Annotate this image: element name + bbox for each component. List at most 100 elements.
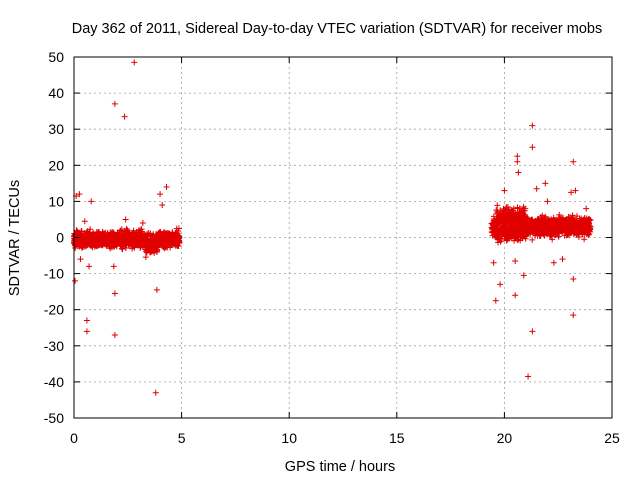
data-points bbox=[71, 59, 594, 396]
y-tick-label: 20 bbox=[48, 157, 64, 173]
data-point bbox=[510, 210, 517, 217]
x-tick-label: 10 bbox=[281, 430, 297, 446]
y-tick-label: 50 bbox=[48, 49, 64, 65]
outlier-point bbox=[88, 198, 95, 205]
data-point bbox=[546, 232, 553, 239]
data-point bbox=[581, 236, 588, 243]
data-point bbox=[134, 238, 141, 245]
data-point bbox=[504, 237, 511, 244]
data-point bbox=[504, 203, 511, 210]
data-point bbox=[521, 220, 528, 227]
data-point bbox=[121, 241, 128, 248]
outlier-point bbox=[529, 328, 536, 335]
x-tick-label: 25 bbox=[604, 430, 620, 446]
outlier-point bbox=[570, 312, 577, 319]
data-point bbox=[549, 236, 556, 243]
data-point bbox=[513, 218, 520, 225]
data-point bbox=[585, 216, 592, 223]
data-point bbox=[103, 233, 110, 240]
data-point bbox=[119, 246, 126, 253]
data-point bbox=[488, 220, 495, 227]
data-point bbox=[85, 237, 92, 244]
data-point bbox=[117, 242, 124, 249]
data-point bbox=[535, 217, 542, 224]
data-point bbox=[119, 228, 126, 235]
data-point bbox=[490, 213, 497, 220]
data-point bbox=[71, 235, 78, 242]
data-point bbox=[522, 235, 529, 242]
data-point bbox=[520, 203, 527, 210]
outlier-point bbox=[525, 373, 532, 380]
data-point bbox=[136, 241, 143, 248]
y-tick-label: 40 bbox=[48, 85, 64, 101]
data-point bbox=[107, 240, 114, 247]
data-point bbox=[505, 231, 512, 238]
data-point bbox=[530, 226, 537, 233]
outlier-point bbox=[83, 328, 90, 335]
data-point bbox=[133, 234, 140, 241]
y-axis-label: SDTVAR / TECUs bbox=[7, 180, 23, 296]
y-tick-label: -50 bbox=[44, 410, 64, 426]
outlier-point bbox=[512, 257, 519, 264]
data-point bbox=[152, 236, 159, 243]
data-point bbox=[573, 213, 580, 220]
outlier-point bbox=[122, 216, 129, 223]
data-point bbox=[494, 202, 501, 209]
data-point bbox=[506, 206, 513, 213]
data-point bbox=[168, 236, 175, 243]
outlier-point bbox=[529, 122, 536, 129]
data-point bbox=[528, 216, 535, 223]
data-point bbox=[129, 231, 136, 238]
data-point bbox=[155, 241, 162, 248]
data-point bbox=[175, 237, 182, 244]
data-point bbox=[138, 226, 145, 233]
data-point bbox=[509, 212, 516, 219]
data-point bbox=[555, 215, 562, 222]
data-point bbox=[106, 243, 113, 250]
outlier-point bbox=[77, 256, 84, 263]
x-axis-label: GPS time / hours bbox=[285, 459, 395, 475]
outlier-point bbox=[570, 158, 577, 165]
data-point bbox=[172, 230, 179, 237]
data-point bbox=[585, 228, 592, 235]
outlier-point bbox=[497, 281, 504, 288]
data-point bbox=[493, 226, 500, 233]
data-point bbox=[568, 228, 575, 235]
outlier-point bbox=[583, 205, 590, 212]
tick-labels: 0 5 10 15 20 25 -50 -40 -30 -20 -10 0 10 20 30 40 50 bbox=[44, 49, 620, 446]
data-point bbox=[115, 229, 122, 236]
outlier-point bbox=[520, 272, 527, 279]
data-point bbox=[172, 242, 179, 249]
outlier-point bbox=[514, 153, 521, 160]
data-point bbox=[93, 235, 100, 242]
data-point bbox=[522, 227, 529, 234]
outlier-point bbox=[111, 331, 118, 338]
data-point bbox=[126, 237, 133, 244]
data-point bbox=[148, 248, 155, 255]
y-tick-label: 30 bbox=[48, 121, 64, 137]
data-point bbox=[524, 215, 531, 222]
data-point bbox=[557, 228, 564, 235]
data-point bbox=[130, 237, 137, 244]
outlier-point bbox=[559, 256, 566, 263]
data-point bbox=[567, 223, 574, 230]
data-point bbox=[509, 207, 516, 214]
data-point bbox=[95, 238, 102, 245]
data-point bbox=[547, 217, 554, 224]
data-point bbox=[514, 205, 521, 212]
data-point bbox=[500, 229, 507, 236]
outlier-point bbox=[110, 263, 117, 270]
data-point bbox=[143, 241, 150, 248]
data-point bbox=[581, 214, 588, 221]
data-point bbox=[533, 228, 540, 235]
outlier-point bbox=[159, 202, 166, 209]
data-point bbox=[580, 220, 587, 227]
chart-title: Day 362 of 2011, Sidereal Day-to-day VTE… bbox=[72, 21, 603, 37]
data-point bbox=[78, 239, 85, 246]
outlier-point bbox=[542, 180, 549, 187]
outlier-point bbox=[515, 169, 522, 176]
data-point bbox=[162, 242, 169, 249]
data-point bbox=[496, 227, 503, 234]
y-tick-label: -30 bbox=[44, 338, 64, 354]
outlier-point bbox=[111, 100, 118, 107]
